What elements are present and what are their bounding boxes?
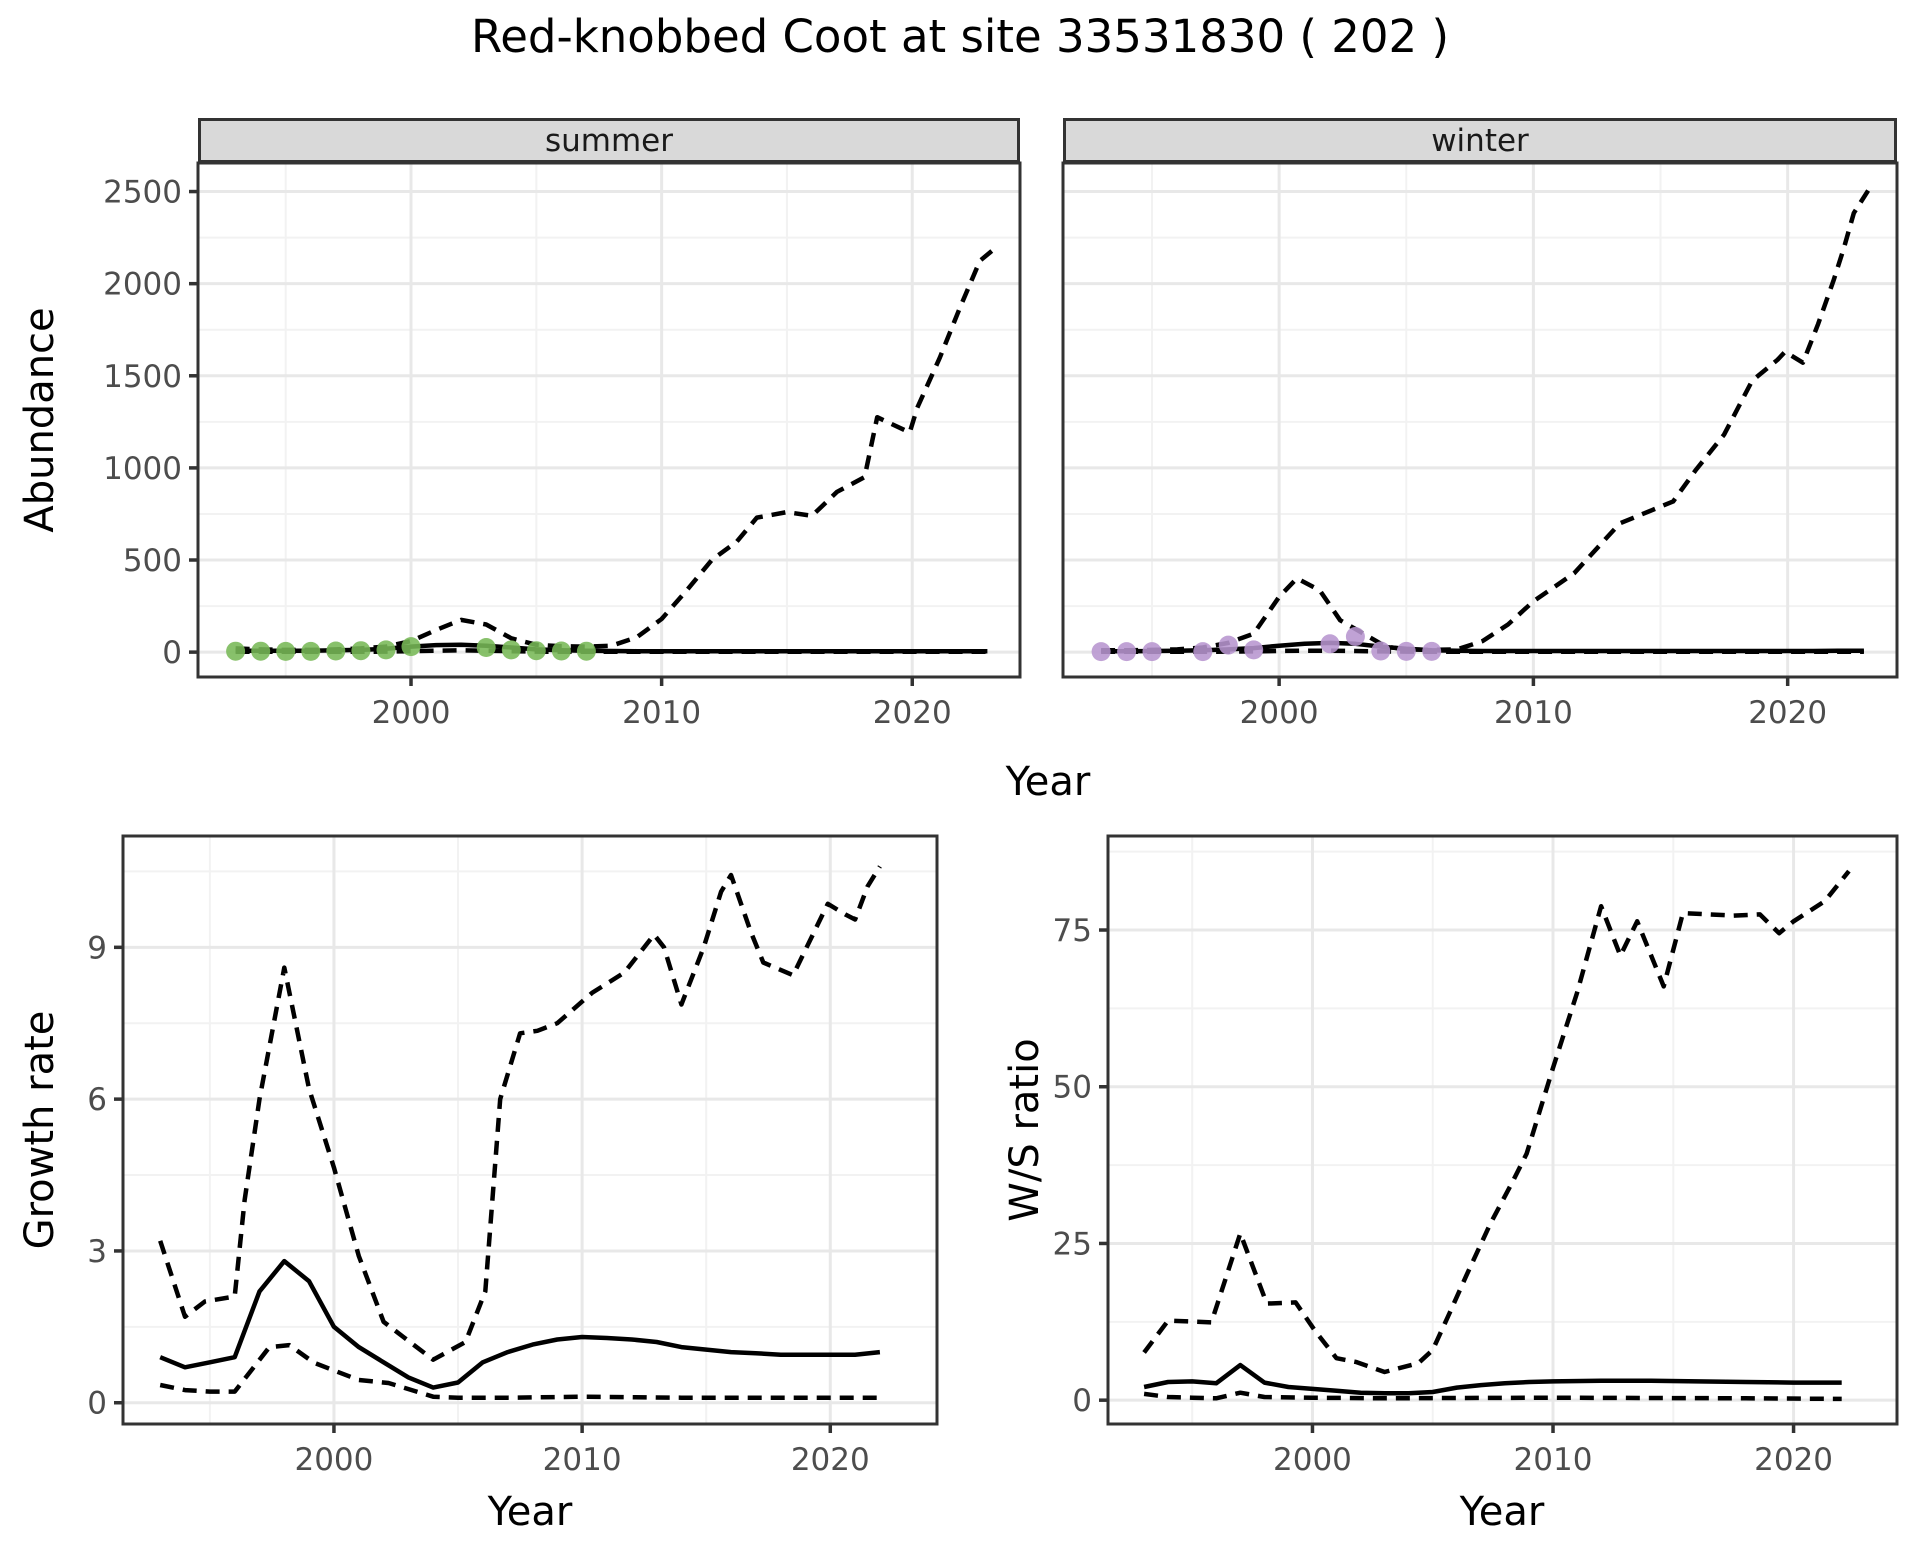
abundance-winter-x-tick-label: 2020 bbox=[1748, 695, 1827, 731]
abundance-winter-upper-ci-line bbox=[1101, 183, 1874, 653]
data-point bbox=[1218, 635, 1238, 655]
growth-rate-y-tick-label: 9 bbox=[87, 930, 107, 966]
observed-counts-summer bbox=[226, 637, 596, 661]
ws-ratio-y-tick-label: 0 bbox=[1072, 1383, 1092, 1419]
abundance-summer-y-tick-label: 0 bbox=[162, 635, 182, 671]
data-point bbox=[251, 641, 271, 661]
abundance-winter-mean-line bbox=[1101, 640, 1864, 654]
facet-strip-summer: summer bbox=[198, 118, 1020, 163]
facet-strip-winter: winter bbox=[1063, 118, 1897, 163]
y-axis-title-ws-ratio: W/S ratio bbox=[1002, 1038, 1048, 1222]
data-point bbox=[476, 638, 496, 657]
abundance-summer-y-tick-label: 1500 bbox=[103, 359, 182, 395]
data-point bbox=[1244, 640, 1264, 660]
ws-ratio-x-tick-label: 2000 bbox=[1273, 1442, 1352, 1478]
growth-rate-x-tick-label: 2000 bbox=[294, 1442, 373, 1478]
y-axis-title-growth-rate: Growth rate bbox=[17, 1010, 63, 1250]
data-point bbox=[351, 641, 371, 661]
growth-rate-x-tick-label: 2020 bbox=[791, 1442, 870, 1478]
growth-rate-upper-ci-line bbox=[158, 865, 882, 1362]
growth-rate-panel: 2000 2010 2020 0 3 6 9 bbox=[87, 834, 939, 1478]
data-point bbox=[576, 641, 596, 661]
x-axis-title-growth-rate: Year bbox=[487, 1489, 573, 1535]
abundance-summer-x-tick-label: 2020 bbox=[873, 695, 952, 731]
abundance-summer-x-tick-label: 2010 bbox=[622, 695, 701, 731]
ws-ratio-y-tick-label: 25 bbox=[1053, 1226, 1092, 1262]
abundance-summer-upper-ci-line bbox=[235, 248, 994, 653]
ws-ratio-upper-ci-line bbox=[1142, 869, 1851, 1375]
ws-ratio-panel: 2000 2010 2020 0 25 50 75 bbox=[1053, 834, 1899, 1478]
data-point bbox=[1345, 627, 1365, 646]
data-point bbox=[551, 641, 571, 661]
abundance-summer-y-tick-label: 2000 bbox=[103, 267, 182, 303]
data-point bbox=[1091, 642, 1111, 662]
data-point bbox=[1371, 641, 1391, 661]
ws-ratio-y-tick-label: 75 bbox=[1053, 913, 1092, 949]
x-axis-title-top: Year bbox=[1005, 759, 1091, 805]
abundance-winter-x-tick-label: 2010 bbox=[1494, 695, 1573, 731]
data-point bbox=[1193, 642, 1213, 662]
data-point bbox=[1396, 641, 1416, 661]
growth-rate-x-tick-label: 2010 bbox=[543, 1442, 622, 1478]
ws-ratio-y-tick-label: 50 bbox=[1053, 1070, 1092, 1106]
abundance-summer-y-tick-label: 1000 bbox=[103, 451, 182, 487]
x-axis-title-ws-ratio: Year bbox=[1459, 1489, 1545, 1535]
data-point bbox=[301, 641, 321, 661]
facet-label-winter: winter bbox=[1431, 122, 1529, 159]
data-point bbox=[401, 637, 421, 657]
data-point bbox=[376, 640, 396, 660]
data-point bbox=[501, 640, 521, 660]
ws-ratio-x-tick-label: 2010 bbox=[1514, 1442, 1593, 1478]
data-point bbox=[226, 641, 246, 661]
abundance-summer-y-tick-label: 500 bbox=[123, 543, 182, 579]
abundance-summer-y-tick-label: 2500 bbox=[103, 175, 182, 211]
ws-ratio-mean-line bbox=[1143, 1362, 1842, 1396]
facet-label-summer: summer bbox=[544, 122, 673, 159]
abundance-summer-panel: 2000 2010 2020 0 500 1000 1500 2000 2500 bbox=[103, 161, 1022, 731]
abundance-summer-x-tick-label: 2000 bbox=[372, 695, 451, 731]
ws-ratio-x-tick-label: 2020 bbox=[1754, 1442, 1833, 1478]
abundance-summer-mean-line bbox=[235, 642, 988, 654]
data-point bbox=[1422, 641, 1442, 661]
y-axis-title-abundance: Abundance bbox=[17, 307, 63, 533]
chart-title: Red-knobbed Coot at site 33531830 ( 202 … bbox=[470, 10, 1450, 63]
growth-rate-y-tick-label: 6 bbox=[87, 1082, 107, 1118]
abundance-winter-x-tick-label: 2000 bbox=[1240, 695, 1319, 731]
growth-rate-y-tick-label: 0 bbox=[87, 1386, 107, 1422]
abundance-winter-panel: 2000 2010 2020 bbox=[1061, 161, 1899, 731]
data-point bbox=[276, 641, 296, 661]
ws-ratio-lower-ci-line bbox=[1143, 1390, 1842, 1402]
data-point bbox=[326, 641, 346, 661]
data-point bbox=[1320, 634, 1340, 654]
data-point bbox=[1142, 642, 1162, 662]
data-point bbox=[526, 641, 546, 661]
growth-rate-y-tick-label: 3 bbox=[87, 1234, 107, 1270]
observed-counts-winter bbox=[1091, 627, 1442, 662]
growth-rate-mean-line bbox=[159, 1258, 881, 1390]
data-point bbox=[1117, 642, 1137, 662]
